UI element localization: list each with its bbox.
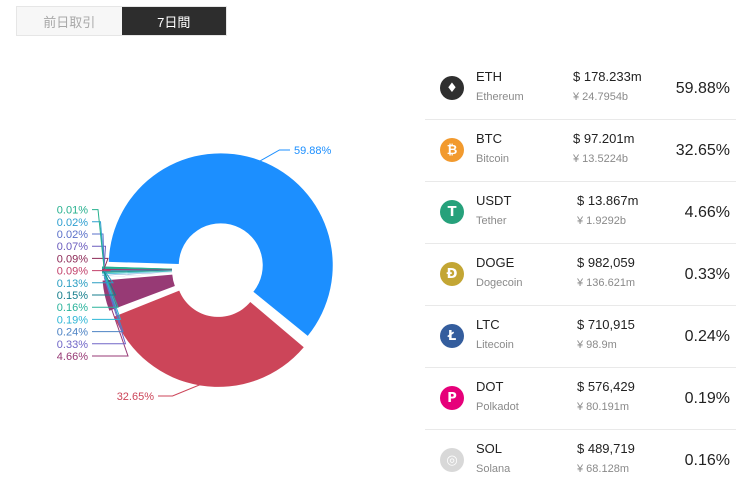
coin-volume-usd: $ 982,059 [577,255,635,270]
label-leader-line [92,268,111,272]
slice-label: 0.01% [57,205,88,217]
coin-row-dot[interactable]: P DOT Polkadot $ 576,429 ¥ 80.191m 0.19% [425,368,736,430]
solana-icon: ◎ [440,448,464,472]
coin-volume-cny: ¥ 68.128m [577,463,629,475]
coin-share-percent: 0.24% [684,328,730,345]
label-leader-line [92,209,105,268]
coin-share-percent: 32.65% [675,142,730,159]
coin-symbol: ETH [476,69,502,84]
polkadot-icon: P [440,386,464,410]
share-donut-chart: 59.88%32.65%4.66%0.33%0.24%0.19%0.16%0.1… [57,145,333,403]
label-leader-line [92,245,107,269]
coin-share-percent: 0.33% [684,266,730,283]
coin-name: Bitcoin [476,153,510,165]
coin-share-percent: 59.88% [675,80,730,97]
coin-volume-usd: $ 97.201m [573,131,635,146]
slice-label: 0.19% [57,314,88,326]
coin-share-percent: 0.16% [684,452,730,469]
label-leader-line [92,233,105,268]
coin-name: Tether [476,215,507,227]
coin-name: Solana [476,463,511,475]
coin-symbol: DOGE [476,255,515,270]
label-leader-line [92,257,109,269]
coin-name: Ethereum [476,91,524,103]
label-leader-line [92,221,105,268]
slice-label: 59.88% [294,145,332,157]
slice-label: 0.13% [57,278,88,290]
tab-previous-day[interactable]: 前日取引 [17,7,122,35]
label-leader-line [92,271,117,296]
coin-row-btc[interactable]: ₿ BTC Bitcoin $ 97.201m ¥ 13.5224b 32.65% [425,120,736,182]
coin-volume-cny: ¥ 1.9292b [577,215,626,227]
coin-name: Dogecoin [476,277,523,289]
coin-volume-cny: ¥ 80.191m [577,401,629,413]
coin-row-doge[interactable]: Ð DOGE Dogecoin $ 982,059 ¥ 136.621m 0.33% [425,244,736,306]
slice-label: 0.24% [57,327,88,339]
slice-label: 4.66% [57,351,88,363]
donut-slice[interactable] [102,266,173,270]
coin-volume-usd: $ 489,719 [577,441,635,456]
slice-label: 0.07% [57,241,88,253]
label-leader-line [92,295,129,357]
coin-share-percent: 0.19% [684,390,730,407]
coin-volume-cny: ¥ 13.5224b [573,153,629,165]
slice-label: 0.15% [57,290,88,302]
donut-slice[interactable] [102,270,173,274]
tether-icon: T [440,200,464,224]
coin-volume-usd: $ 710,915 [577,317,635,332]
donut-slice[interactable] [102,271,173,275]
coin-name: Polkadot [476,401,519,413]
slice-label: 32.65% [117,391,155,403]
slice-label: 0.09% [57,253,88,265]
coin-volume-cny: ¥ 24.7954b [573,91,629,103]
litecoin-icon: Ł [440,324,464,348]
coin-symbol: LTC [476,317,500,332]
coin-symbol: BTC [476,131,502,146]
tab-7-days[interactable]: 7日間 [121,7,226,35]
donut-slice[interactable] [102,274,175,311]
dogecoin-icon: Ð [440,262,464,286]
label-leader-line [158,384,201,397]
slice-label: 0.02% [57,229,88,241]
label-leader-line [92,272,119,308]
coin-volume-usd: $ 13.867m [577,193,639,208]
coin-row-usdt[interactable]: T USDT Tether $ 13.867m ¥ 1.9292b 4.66% [425,182,736,244]
coin-share-percent: 4.66% [684,204,730,221]
donut-slice[interactable] [114,290,304,387]
coin-row-ltc[interactable]: Ł LTC Litecoin $ 710,915 ¥ 98.9m 0.24% [425,306,736,368]
donut-slice[interactable] [102,272,173,278]
label-leader-line [259,149,290,162]
coin-name: Litecoin [476,339,514,351]
label-leader-line [92,273,122,320]
donut-slice[interactable] [102,272,173,276]
slice-label: 0.33% [57,339,88,351]
coin-symbol: DOT [476,379,504,394]
slice-label: 0.02% [57,217,88,229]
ethereum-icon: ♦ [440,76,464,100]
bitcoin-icon: ₿ [440,138,464,162]
label-leader-line [92,277,127,345]
coin-volume-usd: $ 576,429 [577,379,635,394]
label-leader-line [92,269,114,284]
coin-volume-cny: ¥ 98.9m [577,339,617,351]
coin-volume-cny: ¥ 136.621m [577,277,636,289]
coin-row-eth[interactable]: ♦ ETH Ethereum $ 178.233m ¥ 24.7954b 59.88% [425,58,736,120]
label-leader-line [92,275,124,333]
coin-symbol: USDT [476,193,512,208]
donut-slice[interactable] [108,153,333,336]
slice-label: 0.16% [57,302,88,314]
period-tabs: 前日取引 7日間 [16,6,227,36]
coin-symbol: SOL [476,441,503,456]
slice-label: 0.09% [57,266,88,278]
coin-list: ♦ ETH Ethereum $ 178.233m ¥ 24.7954b 59.88% ₿ B… [425,58,736,491]
coin-volume-usd: $ 178.233m [573,69,642,84]
coin-row-sol[interactable]: ◎ SOL Solana $ 489,719 ¥ 68.128m 0.16% [425,430,736,491]
